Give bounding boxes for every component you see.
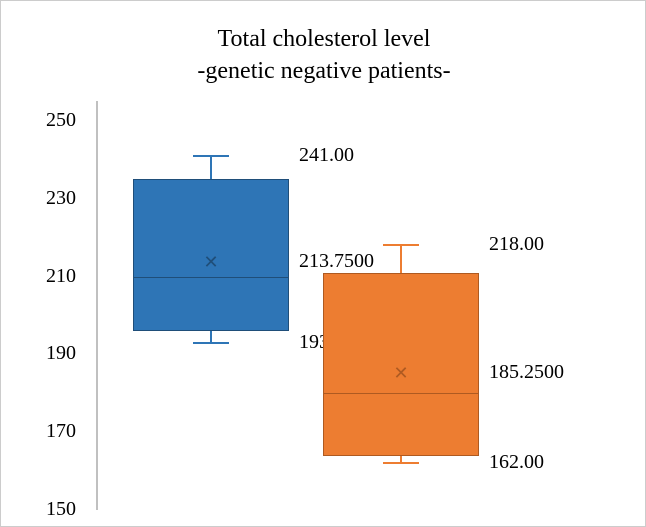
- box-2-whisker-high-stem: [400, 245, 402, 272]
- box-2-whisker-high-cap: [383, 244, 419, 246]
- box-1-whisker-high-stem: [210, 156, 212, 179]
- y-tick-label: 210: [21, 265, 76, 288]
- y-tick-label: 230: [21, 187, 76, 210]
- chart-frame: Total cholesterol level -genetic negativ…: [0, 0, 646, 527]
- chart-title-line-2: -genetic negative patients-: [1, 55, 646, 87]
- box-2-whisker-low-cap: [383, 462, 419, 464]
- box-1-median: [133, 277, 289, 278]
- box-2-label: 218.00: [489, 233, 544, 256]
- box-2-label: 162.00: [489, 451, 544, 474]
- box-2-label: 185.2500: [489, 361, 564, 384]
- chart-title: Total cholesterol level -genetic negativ…: [1, 23, 646, 88]
- y-tick-label: 170: [21, 420, 76, 443]
- box-2-mean-mark: ✕: [393, 364, 408, 382]
- chart-title-line-1: Total cholesterol level: [1, 23, 646, 55]
- box-1-whisker-low-cap: [193, 342, 229, 344]
- box-2-median: [323, 393, 479, 394]
- y-tick-label: 150: [21, 498, 76, 521]
- y-tick-label: 190: [21, 342, 76, 365]
- box-1-label: 241.00: [299, 144, 354, 167]
- box-1-label: 213.7500: [299, 250, 374, 273]
- box-1-whisker-high-cap: [193, 155, 229, 157]
- box-1-mean-mark: ✕: [203, 253, 218, 271]
- y-tick-label: 250: [21, 109, 76, 132]
